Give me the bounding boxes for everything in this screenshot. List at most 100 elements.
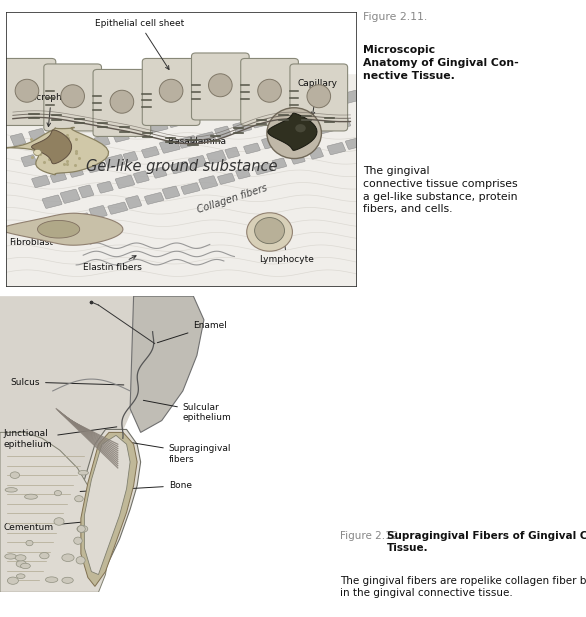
Text: Supragingival
fibers: Supragingival fibers <box>108 439 231 463</box>
FancyBboxPatch shape <box>50 172 67 183</box>
FancyBboxPatch shape <box>298 128 314 139</box>
FancyBboxPatch shape <box>102 108 121 122</box>
Ellipse shape <box>8 577 18 584</box>
FancyBboxPatch shape <box>97 181 113 193</box>
FancyBboxPatch shape <box>125 196 142 209</box>
Ellipse shape <box>76 557 85 564</box>
Text: Lymphocyte: Lymphocyte <box>259 236 314 264</box>
FancyBboxPatch shape <box>306 100 323 114</box>
FancyBboxPatch shape <box>176 91 195 102</box>
FancyBboxPatch shape <box>84 115 100 126</box>
FancyBboxPatch shape <box>272 158 287 169</box>
FancyBboxPatch shape <box>290 64 347 131</box>
Text: Supragingival Fibers of Gingival Connective
Tissue.: Supragingival Fibers of Gingival Connect… <box>387 531 586 553</box>
Ellipse shape <box>54 491 62 495</box>
FancyBboxPatch shape <box>93 70 151 136</box>
FancyBboxPatch shape <box>254 164 273 175</box>
Text: Figure 2.12.: Figure 2.12. <box>340 531 405 540</box>
FancyBboxPatch shape <box>222 99 240 112</box>
Text: Elastin fibers: Elastin fibers <box>83 255 142 273</box>
FancyBboxPatch shape <box>317 123 335 134</box>
FancyBboxPatch shape <box>157 95 173 107</box>
FancyBboxPatch shape <box>204 106 222 118</box>
FancyBboxPatch shape <box>29 128 46 141</box>
FancyBboxPatch shape <box>149 120 168 133</box>
FancyBboxPatch shape <box>131 124 148 137</box>
FancyBboxPatch shape <box>108 202 128 214</box>
FancyBboxPatch shape <box>327 143 346 155</box>
FancyBboxPatch shape <box>79 185 94 198</box>
FancyBboxPatch shape <box>115 175 135 189</box>
FancyBboxPatch shape <box>199 176 217 189</box>
Text: Gel-like ground substance: Gel-like ground substance <box>86 159 277 173</box>
Ellipse shape <box>33 149 42 155</box>
Polygon shape <box>32 130 71 164</box>
FancyBboxPatch shape <box>68 165 83 177</box>
Text: The gingival fibers are ropelike collagen fiber bundles
in the gingival connecti: The gingival fibers are ropelike collage… <box>340 576 586 598</box>
Text: Macrophage: Macrophage <box>23 93 79 126</box>
Ellipse shape <box>247 213 292 251</box>
FancyBboxPatch shape <box>217 173 235 184</box>
Ellipse shape <box>26 540 33 546</box>
Ellipse shape <box>5 554 16 559</box>
FancyBboxPatch shape <box>123 152 138 162</box>
FancyBboxPatch shape <box>233 121 251 133</box>
FancyBboxPatch shape <box>66 121 83 131</box>
FancyBboxPatch shape <box>76 140 94 152</box>
FancyBboxPatch shape <box>345 138 360 149</box>
FancyBboxPatch shape <box>261 136 280 149</box>
FancyBboxPatch shape <box>142 146 159 158</box>
Text: Basal lamina: Basal lamina <box>168 137 226 146</box>
Text: Sulcular
epithelium: Sulcular epithelium <box>144 400 231 422</box>
Ellipse shape <box>62 578 73 583</box>
FancyBboxPatch shape <box>168 116 185 128</box>
Ellipse shape <box>10 472 19 478</box>
Ellipse shape <box>74 495 83 502</box>
Ellipse shape <box>16 561 26 567</box>
Polygon shape <box>77 429 141 584</box>
FancyBboxPatch shape <box>207 151 226 164</box>
Ellipse shape <box>54 518 64 525</box>
FancyBboxPatch shape <box>152 167 167 178</box>
FancyBboxPatch shape <box>32 175 50 188</box>
FancyBboxPatch shape <box>162 186 180 199</box>
FancyBboxPatch shape <box>214 126 231 138</box>
FancyBboxPatch shape <box>196 132 216 143</box>
Text: The gingival
connective tissue comprises
a gel-like substance, protein
fibers, a: The gingival connective tissue comprises… <box>363 166 518 215</box>
FancyBboxPatch shape <box>324 96 343 109</box>
Text: Enamel: Enamel <box>158 321 227 342</box>
Text: Epithelial cell sheet: Epithelial cell sheet <box>95 19 184 70</box>
FancyBboxPatch shape <box>251 117 266 128</box>
FancyBboxPatch shape <box>113 130 130 142</box>
Ellipse shape <box>25 494 38 499</box>
Ellipse shape <box>46 577 58 582</box>
Ellipse shape <box>209 74 232 97</box>
Text: Fibroblast: Fibroblast <box>9 239 53 247</box>
FancyBboxPatch shape <box>159 139 180 153</box>
FancyBboxPatch shape <box>277 86 294 97</box>
Polygon shape <box>130 296 204 433</box>
FancyBboxPatch shape <box>178 136 197 148</box>
FancyBboxPatch shape <box>145 193 164 204</box>
Text: Microscopic
Anatomy of Gingival Con-
nective Tissue.: Microscopic Anatomy of Gingival Con- nec… <box>363 45 519 81</box>
Ellipse shape <box>74 537 82 544</box>
FancyBboxPatch shape <box>188 155 207 168</box>
FancyBboxPatch shape <box>89 205 107 219</box>
Text: Figure 2.11.: Figure 2.11. <box>363 12 431 22</box>
FancyBboxPatch shape <box>53 216 69 228</box>
Text: Junctional
epithelium: Junctional epithelium <box>4 427 117 449</box>
FancyBboxPatch shape <box>236 168 250 179</box>
FancyBboxPatch shape <box>142 59 200 125</box>
Ellipse shape <box>62 554 74 561</box>
FancyBboxPatch shape <box>225 147 240 159</box>
Ellipse shape <box>295 124 306 132</box>
Ellipse shape <box>159 79 183 102</box>
FancyBboxPatch shape <box>105 154 125 168</box>
Polygon shape <box>0 296 193 592</box>
Ellipse shape <box>77 526 86 532</box>
Ellipse shape <box>15 555 26 561</box>
Polygon shape <box>1 213 123 245</box>
Ellipse shape <box>21 563 30 569</box>
Ellipse shape <box>16 574 25 579</box>
Polygon shape <box>81 433 137 586</box>
